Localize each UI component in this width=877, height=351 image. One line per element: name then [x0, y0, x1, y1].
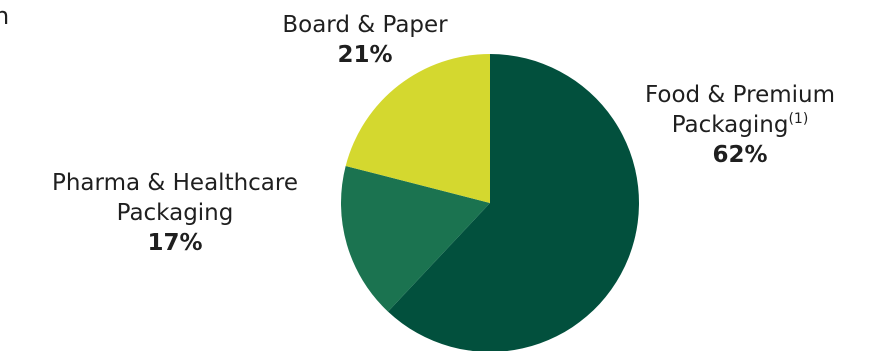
label-food-premium-footnote: (1) [788, 111, 809, 127]
clipped-text-fragment: n [0, 2, 10, 30]
label-board-paper-name: Board & Paper [282, 12, 448, 38]
label-pharma-healthcare: Pharma & Healthcare Packaging 17% [5, 168, 345, 258]
label-board-paper: Board & Paper 21% [230, 10, 500, 70]
pie-slice-board-paper [345, 54, 490, 203]
label-food-premium-line1: Food & Premium [644, 82, 836, 108]
label-board-paper-percent: 21% [337, 42, 393, 68]
label-food-premium-line2: Packaging [671, 112, 789, 138]
pie-slice-food-premium-packaging [388, 54, 639, 351]
label-food-premium: Food & Premium Packaging(1) 62% [610, 80, 870, 170]
label-pharma-healthcare-line1: Pharma & Healthcare [51, 170, 298, 196]
pie-slice-pharma-healthcare-packaging [341, 165, 490, 312]
label-food-premium-percent: 62% [712, 142, 768, 168]
label-pharma-healthcare-percent: 17% [147, 230, 203, 256]
label-pharma-healthcare-line2: Packaging [116, 200, 234, 226]
